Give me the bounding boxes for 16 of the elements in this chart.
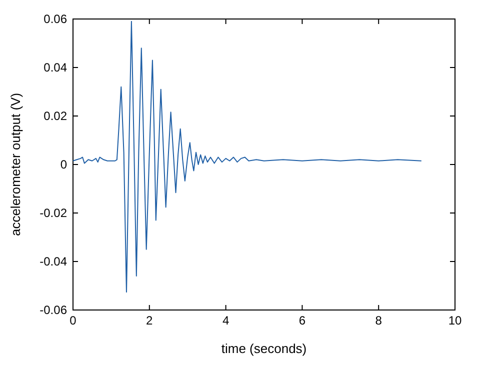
x-tick-label: 10 <box>448 314 462 328</box>
y-tick-label: -0.06 <box>40 302 68 317</box>
x-axis-title: time (seconds) <box>221 341 307 356</box>
x-tick-label: 6 <box>298 314 306 328</box>
x-tick-label: 4 <box>222 314 230 328</box>
x-tick-label: 2 <box>146 314 154 328</box>
y-tick-label: -0.02 <box>40 206 68 220</box>
line-series <box>72 20 422 293</box>
x-tick-label: 8 <box>375 314 382 328</box>
y-tick-label: 0.06 <box>44 12 68 26</box>
y-tick-label: 0.04 <box>44 60 68 74</box>
y-tick-label: 0 <box>60 157 68 172</box>
y-tick-label: -0.04 <box>40 254 68 268</box>
x-tick-label: 0 <box>70 314 77 328</box>
y-axis-title: accelerometer output (V) <box>8 92 23 236</box>
y-tick-label: 0.02 <box>44 108 68 123</box>
